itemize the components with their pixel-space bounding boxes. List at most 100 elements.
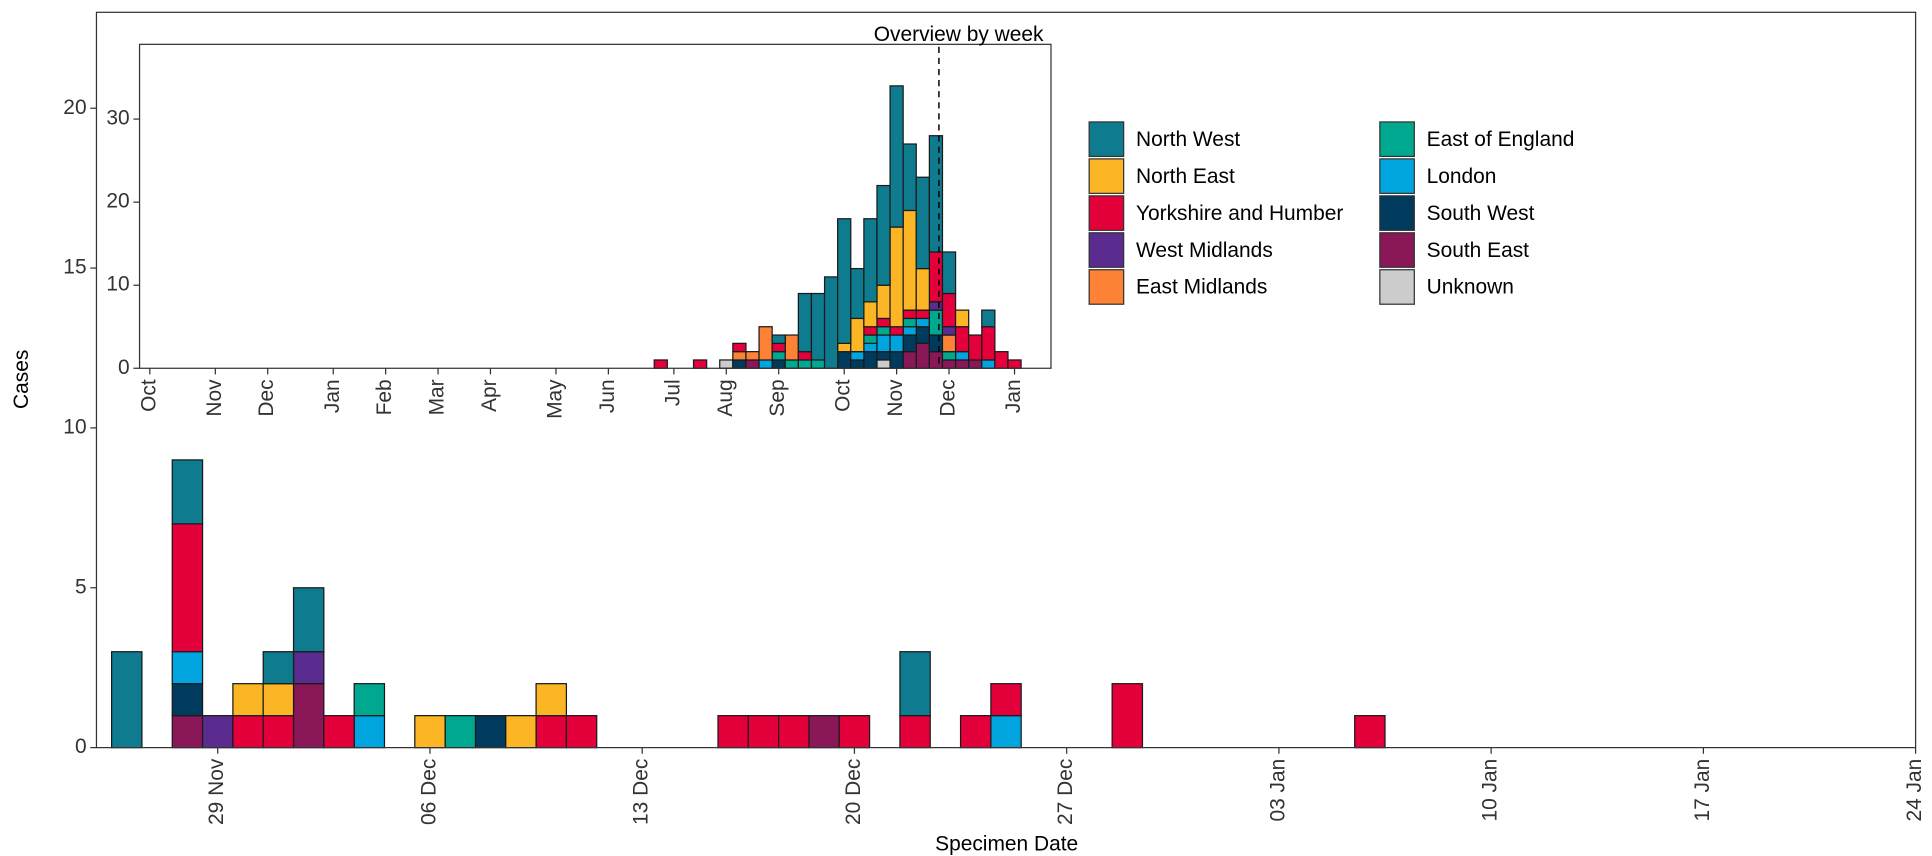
legend-swatch (1088, 269, 1125, 305)
bar-segment (863, 326, 878, 336)
bar-segment (941, 292, 957, 328)
bar-segment (771, 334, 786, 344)
bar-segment (797, 359, 813, 369)
bar-segment (110, 651, 143, 749)
bar-segment (876, 334, 891, 353)
legend-swatch (1379, 158, 1415, 194)
bar-segment (902, 143, 917, 212)
y-tick-label: 5 (75, 575, 87, 598)
x-tick-label: Oct (832, 379, 855, 412)
legend-swatch (1088, 232, 1125, 268)
bar-segment (292, 651, 325, 685)
x-tick-label: Mar (426, 379, 449, 415)
x-tick-label: 17 Jan (1691, 759, 1714, 822)
plot-frame (138, 43, 1052, 369)
bar-segment (444, 715, 477, 749)
y-tick-label: 20 (63, 96, 86, 119)
bar-segment (954, 326, 970, 353)
bar-segment (863, 301, 878, 328)
bar-segment (941, 359, 957, 369)
bar-segment (915, 176, 930, 270)
x-tick-label: 20 Dec (842, 759, 865, 825)
legend-swatch (1379, 232, 1415, 268)
bar-segment (889, 85, 904, 228)
bar-segment (889, 326, 904, 336)
bar-segment (876, 326, 891, 336)
y-tick-label: 30 (106, 107, 129, 130)
x-tick-label: 29 Nov (205, 758, 228, 825)
bar-segment (758, 326, 773, 361)
bar-segment (863, 342, 878, 353)
y-tick-label: 0 (118, 356, 130, 379)
x-tick-label: Nov (884, 379, 907, 417)
bar-segment (902, 326, 917, 336)
bar-segment (784, 359, 799, 369)
bar-segment (771, 351, 786, 361)
bar-segment (771, 359, 786, 369)
x-tick-label: May (543, 379, 566, 419)
bar-segment (968, 334, 983, 361)
legend-swatch (1088, 195, 1125, 231)
x-tick-label: Jul (661, 379, 684, 406)
bar-segment (717, 715, 749, 749)
bar-segment (171, 651, 204, 685)
bar-segment (959, 715, 992, 749)
bar-segment (747, 715, 780, 749)
bar-segment (474, 715, 507, 749)
bar-segment (262, 683, 295, 717)
legend-label: East of England (1427, 128, 1575, 151)
bar-segment (941, 351, 957, 361)
bar-segment (954, 351, 970, 361)
bar-segment (692, 359, 708, 369)
bar-segment (797, 292, 813, 353)
legend-label: Unknown (1427, 276, 1514, 299)
legend-swatch (1379, 269, 1415, 305)
x-tick-label: Feb (373, 379, 396, 415)
x-tick-label: Jan (321, 379, 344, 413)
bar-segment (863, 351, 878, 369)
x-tick-label: Dec (255, 379, 278, 416)
bar-segment (902, 209, 917, 311)
bar-segment (262, 715, 295, 749)
bar-segment (1111, 683, 1144, 749)
x-tick-label: 27 Dec (1054, 759, 1077, 825)
bar-segment (915, 342, 930, 369)
x-tick-label: Sep (766, 379, 789, 416)
bar-segment (863, 218, 878, 303)
plot-frame (95, 11, 1917, 749)
x-tick-label: Apr (478, 379, 501, 412)
bar-segment (535, 715, 568, 749)
bar-segment (201, 715, 234, 749)
legend-label: West Midlands (1136, 239, 1273, 262)
x-tick-label: Jan (1002, 379, 1025, 413)
bar-segment (863, 334, 878, 344)
bar-segment (941, 334, 957, 353)
legend-swatch (1088, 158, 1125, 194)
bar-segment (838, 715, 871, 749)
bar-segment (928, 251, 944, 303)
inset-title: Overview by week (874, 23, 1044, 46)
bar-segment (941, 326, 957, 336)
bar-segment (232, 683, 264, 717)
legend-swatch (1088, 121, 1125, 158)
y-axis-title: Cases (10, 350, 33, 409)
bar-segment (902, 351, 917, 369)
x-tick-label: 13 Dec (630, 759, 653, 825)
legend-label: London (1427, 165, 1497, 188)
bar-segment (990, 683, 1022, 717)
x-tick-label: Oct (137, 379, 160, 412)
bar-segment (902, 317, 917, 328)
bar-segment (915, 326, 930, 344)
bar-segment (565, 715, 598, 749)
bar-segment (353, 715, 386, 749)
bar-segment (902, 309, 917, 320)
bar-segment (171, 683, 204, 717)
bar-segment (719, 359, 734, 369)
bar-segment (990, 715, 1022, 749)
bar-segment (732, 342, 747, 353)
legend-label: North West (1136, 128, 1240, 151)
bar-segment (535, 683, 568, 717)
legend-label: Yorkshire and Humber (1136, 202, 1343, 225)
bar-segment (292, 683, 325, 749)
